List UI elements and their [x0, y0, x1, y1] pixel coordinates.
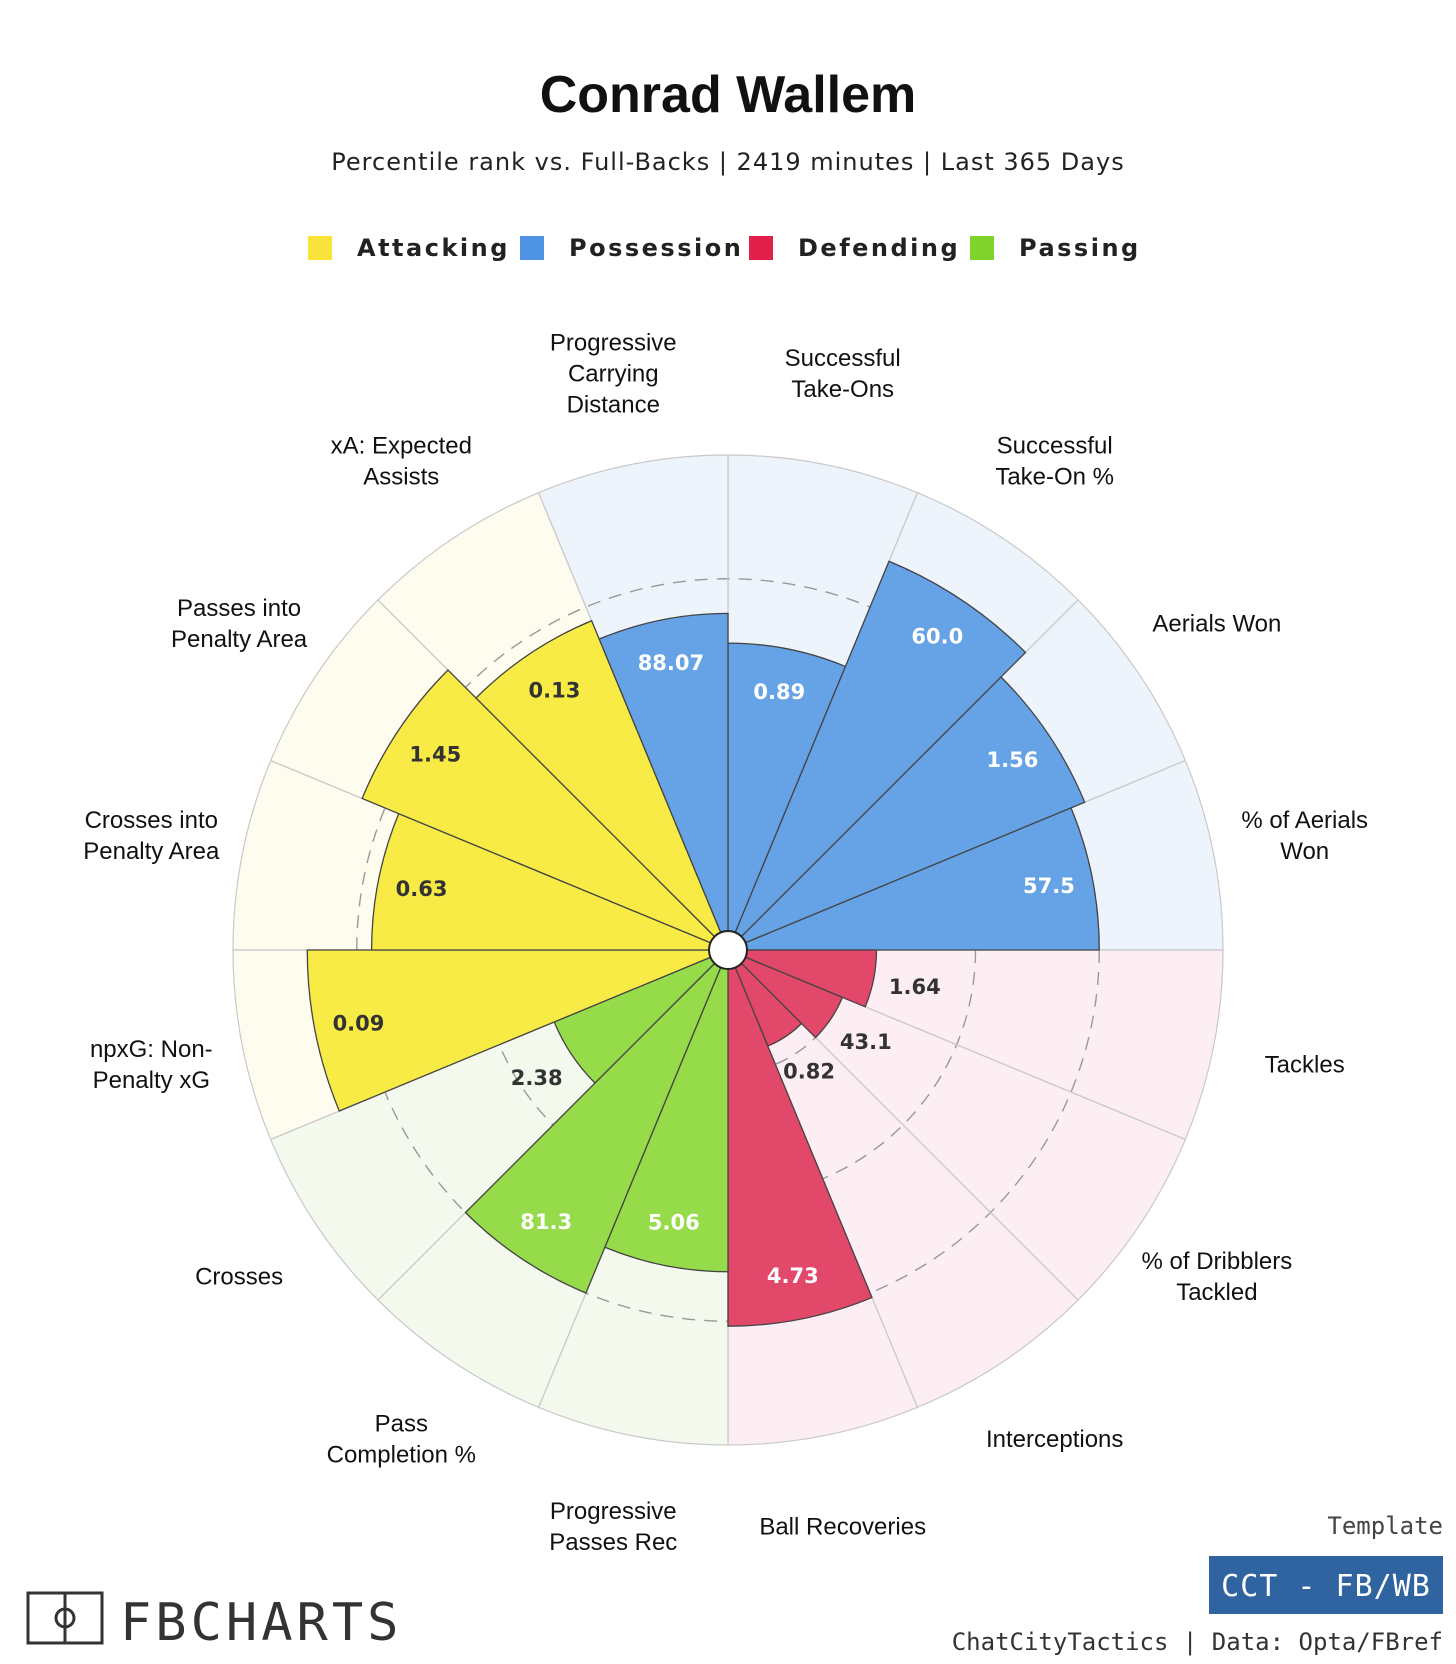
- value-label-progressive-passes-rec: 5.06: [648, 1210, 700, 1234]
- bar-xa-expected-assists: [475, 619, 729, 951]
- axis-label-progressive-passes-rec: Progressive Passes Rec: [549, 1498, 677, 1556]
- template-label: Template: [1327, 1512, 1443, 1540]
- bar-progressive-carrying-distance: [598, 612, 729, 951]
- axis-label-tackles: Tackles: [1265, 1052, 1345, 1079]
- axis-label-aerials-won: Aerials Won: [1152, 610, 1281, 637]
- value-label-ball-recoveries: 4.73: [767, 1264, 819, 1288]
- template-badge: [1209, 1556, 1443, 1614]
- value-label-npxg-non-penalty-xg: 0.09: [333, 1012, 385, 1036]
- value-label-of-dribblers-tackled: 43.1: [840, 1030, 892, 1054]
- axis-label-ball-recoveries: Ball Recoveries: [759, 1514, 926, 1541]
- legend-label-defending: Defending: [798, 234, 960, 262]
- value-label-xa-expected-assists: 0.13: [529, 678, 581, 702]
- legend-swatch-defending: [749, 236, 773, 260]
- legend-swatch-attacking: [308, 236, 332, 260]
- value-label-passes-into-penalty-area: 1.45: [409, 742, 461, 766]
- axis-label-successful-take-on: Successful Take-On %: [995, 433, 1114, 491]
- axis-label-crosses-into-penalty-area: Crosses into Penalty Area: [83, 807, 220, 865]
- bar-of-aerials-won: [727, 807, 1100, 951]
- chart-subtitle: Percentile rank vs. Full-Backs | 2419 mi…: [331, 148, 1124, 176]
- axis-label-interceptions: Interceptions: [986, 1426, 1123, 1453]
- center-hole: [708, 930, 748, 970]
- bar-passes-into-penalty-area: [361, 669, 729, 951]
- fbcharts-logo: FBCHARTS: [26, 1591, 402, 1653]
- chart-title: Conrad Wallem: [540, 66, 917, 124]
- bar-crosses-into-penalty-area: [370, 812, 729, 951]
- brand-name: FBCHARTS: [120, 1593, 402, 1653]
- axis-labels: Successful Take-Ons Successful Take-On % Aer…: [83, 329, 1368, 1556]
- legend: Attacking Possession Defending Passing: [308, 234, 1141, 262]
- value-labels: 0.89 60.0 1.56 57.5 1.64 43.10.82 4.73 5.06 81.3…: [333, 625, 1075, 1288]
- value-label-successful-take-on: 60.0: [911, 625, 963, 649]
- bars: [306, 560, 1100, 1327]
- axis-label-npxg-non-penalty-xg: npxG: Non-Penalty xG: [90, 1036, 213, 1094]
- bar-of-dribblers-tackled: [727, 949, 844, 1039]
- value-label-aerials-won: 1.56: [987, 748, 1039, 772]
- legend-label-possession: Possession: [569, 234, 743, 262]
- bar-progressive-passes-rec: [604, 949, 729, 1273]
- value-label-of-aerials-won: 57.5: [1023, 874, 1075, 898]
- axis-label-of-dribblers-tackled: % of Dribblers Tackled: [1142, 1248, 1293, 1306]
- bar-aerials-won: [727, 676, 1086, 951]
- value-label-interceptions: 0.82: [783, 1059, 835, 1083]
- value-label-crosses-into-penalty-area: 0.63: [396, 877, 448, 901]
- bar-pass-completion: [464, 949, 729, 1294]
- axis-label-pass-completion: Pass Completion %: [327, 1410, 476, 1468]
- axis-label-crosses: Crosses: [195, 1264, 283, 1291]
- background-sector-of-dribblers-tackled: [727, 949, 1187, 1301]
- axis-label-successful-take-ons: Successful Take-Ons: [785, 345, 901, 403]
- legend-swatch-passing: [970, 236, 994, 260]
- axis-label-of-aerials-won: % of Aerials Won: [1241, 807, 1368, 865]
- axis-label-xa-expected-assists: xA: Expected Assists: [331, 433, 472, 491]
- pitch-icon-circle: [54, 1607, 76, 1629]
- value-label-pass-completion: 81.3: [520, 1210, 572, 1234]
- value-label-tackles: 1.64: [889, 975, 941, 999]
- value-label-successful-take-ons: 0.89: [753, 680, 805, 704]
- background-sector-interceptions: [727, 949, 1079, 1409]
- axis-label-progressive-carrying-distance: Progressive Carrying Distance: [550, 329, 677, 418]
- data-credit: ChatCityTactics | Data: Opta/FBref: [952, 1628, 1443, 1656]
- bar-ball-recoveries: [727, 949, 873, 1327]
- legend-swatch-possession: [520, 236, 544, 260]
- value-label-crosses: 2.38: [511, 1066, 563, 1090]
- legend-label-attacking: Attacking: [357, 234, 510, 262]
- legend-label-passing: Passing: [1019, 234, 1141, 262]
- axis-label-passes-into-penalty-area: Passes into Penalty Area: [171, 595, 308, 653]
- value-label-progressive-carrying-distance: 88.07: [638, 651, 704, 675]
- bar-npxg-non-penalty-xg: [306, 949, 729, 1112]
- bar-tackles: [727, 949, 878, 1008]
- bar-successful-take-ons: [727, 642, 847, 951]
- template-name: CCT - FB/WB: [1221, 1569, 1431, 1604]
- bar-successful-take-on: [727, 560, 1027, 951]
